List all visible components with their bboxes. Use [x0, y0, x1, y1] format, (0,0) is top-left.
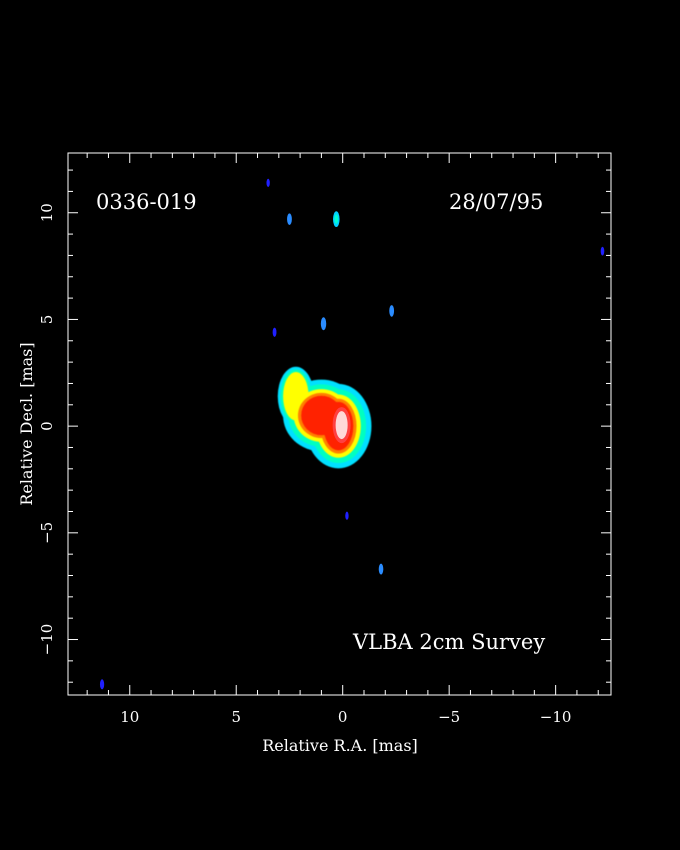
x-tick-label: −5	[438, 708, 460, 726]
noise-blob-core	[334, 214, 339, 224]
date-label: 28/07/95	[449, 190, 543, 214]
x-tick-label: 10	[120, 708, 139, 726]
y-tick-label: 5	[38, 315, 56, 325]
noise-blob	[99, 679, 105, 690]
plot-frame	[67, 152, 612, 696]
noise-blob	[272, 327, 277, 337]
core-peak	[335, 411, 348, 440]
noise-blob	[378, 563, 384, 575]
y-axis-label: Relative Decl. [mas]	[17, 342, 36, 505]
noise-blob	[266, 178, 270, 187]
y-tick-label: 10	[38, 203, 56, 222]
source-image	[277, 366, 372, 469]
x-tick-label: 0	[338, 708, 348, 726]
survey-label: VLBA 2cm Survey	[352, 630, 545, 654]
noise-blob	[345, 511, 349, 520]
x-tick-labels: 10 5 0 −5 −10	[120, 708, 571, 726]
source-name-label: 0336-019	[96, 190, 197, 214]
noise-blob	[389, 305, 395, 317]
x-axis-label: Relative R.A. [mas]	[262, 736, 418, 755]
noise-blob	[320, 317, 327, 331]
jet-emission	[301, 395, 342, 436]
noise-blobs	[99, 178, 605, 690]
y-tick-label: 0	[38, 421, 56, 431]
y-tick-labels: 10 5 0 −5 −10	[38, 203, 56, 655]
x-tick-label: 5	[231, 708, 241, 726]
y-tick-label: −10	[38, 624, 56, 656]
noise-blob	[287, 213, 292, 225]
noise-blob	[600, 246, 605, 256]
y-tick-label: −5	[38, 522, 56, 544]
x-tick-label: −10	[540, 708, 572, 726]
axis-ticks	[68, 153, 611, 695]
